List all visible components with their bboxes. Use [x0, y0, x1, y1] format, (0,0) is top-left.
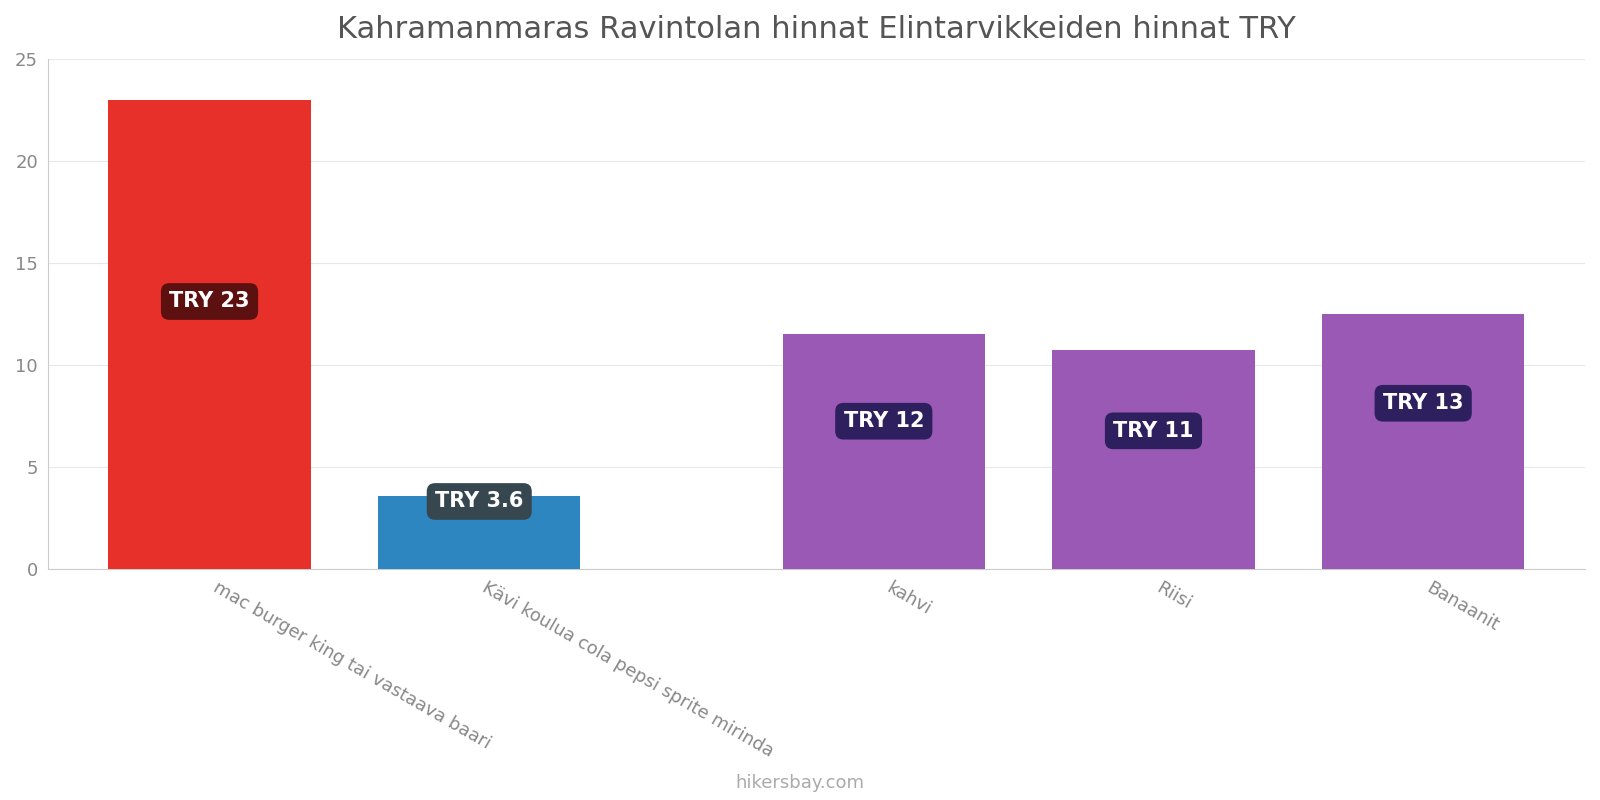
Text: TRY 11: TRY 11 [1114, 421, 1194, 441]
Bar [378, 495, 581, 569]
Text: TRY 13: TRY 13 [1382, 394, 1464, 414]
Text: hikersbay.com: hikersbay.com [736, 774, 864, 792]
Bar [109, 100, 310, 569]
Bar [782, 334, 986, 569]
Text: TRY 12: TRY 12 [843, 411, 925, 431]
Title: Kahramanmaras Ravintolan hinnat Elintarvikkeiden hinnat TRY: Kahramanmaras Ravintolan hinnat Elintarv… [338, 15, 1296, 44]
Text: TRY 3.6: TRY 3.6 [435, 491, 523, 511]
Text: TRY 23: TRY 23 [170, 291, 250, 311]
Bar [1053, 350, 1254, 569]
Bar [1322, 314, 1525, 569]
